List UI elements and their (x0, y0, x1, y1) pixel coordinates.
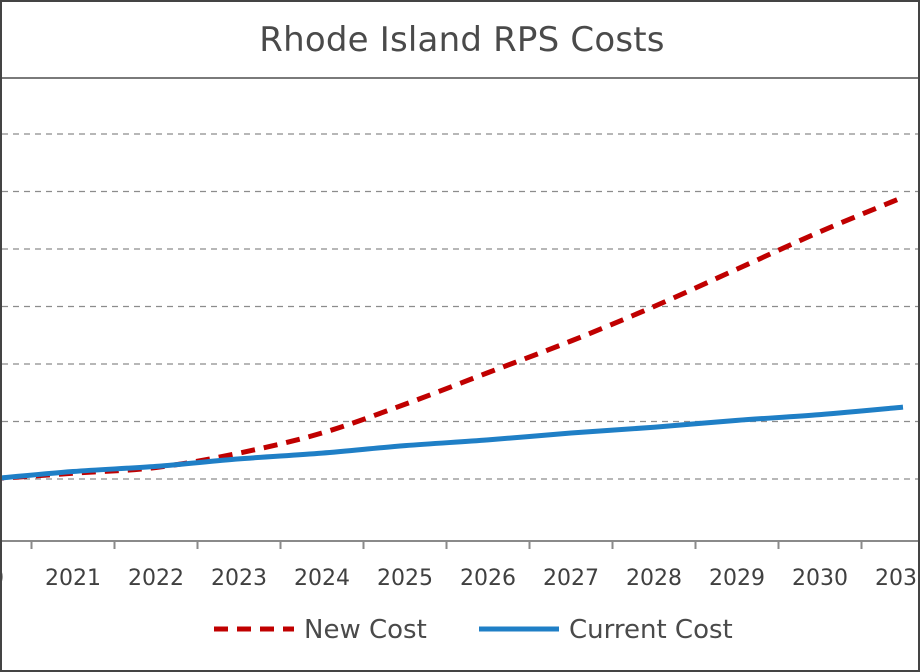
legend-label: New Cost (304, 615, 427, 645)
x-axis-tick-labels: 20 2021 2022 2023 2024 2025 2026 2027 2028 2029 20… (2, 566, 918, 591)
x-tick-label: 2021 (45, 566, 101, 591)
x-tick-label: 2027 (543, 566, 599, 591)
x-tick-label: 2025 (377, 566, 433, 591)
x-tick-label: 2026 (460, 566, 516, 591)
series-lines (2, 194, 904, 481)
chart-title: Rhode Island RPS Costs (259, 20, 665, 60)
series-line-new-cost (2, 194, 904, 481)
x-tick-label: 2028 (626, 566, 682, 591)
x-tick-label: 2022 (128, 566, 184, 591)
x-tick-label: 2030 (792, 566, 848, 591)
gridlines (2, 133, 918, 480)
series-line-current-cost (2, 404, 904, 481)
x-tick-label: 2023 (211, 566, 267, 591)
x-tick-label: 2024 (294, 566, 350, 591)
x-tick-label: 20 (2, 566, 4, 591)
legend: New Cost Current Cost (214, 615, 733, 645)
x-tick-label: 2029 (709, 566, 765, 591)
legend-label: Current Cost (569, 615, 733, 645)
x-axis-ticks (30, 541, 863, 549)
x-tick-label: 2031 (875, 566, 918, 591)
